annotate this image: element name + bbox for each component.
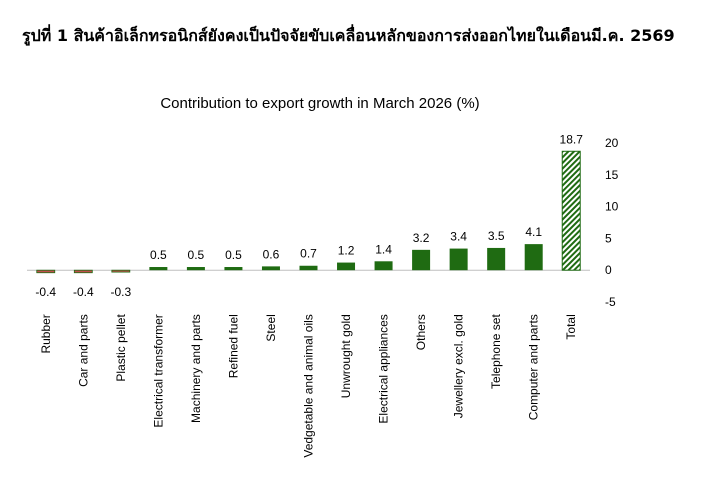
data-label: 3.2: [413, 231, 430, 245]
category-label: Unwrought gold: [339, 314, 353, 398]
category-label: Machinery and parts: [189, 314, 203, 423]
data-label: 0.5: [188, 248, 205, 262]
data-label: 0.6: [263, 247, 280, 261]
y-tick-label: 0: [605, 263, 612, 277]
category-label: Rubber: [39, 314, 53, 353]
y-tick-label: 10: [605, 200, 619, 214]
bar: [449, 248, 468, 271]
y-tick-label: -5: [605, 295, 616, 309]
category-label: Total: [564, 314, 578, 339]
category-label: Vedgetable and animal oils: [302, 314, 316, 457]
data-label: 1.4: [375, 242, 392, 256]
data-label: 1.2: [338, 244, 355, 258]
data-label: 4.1: [525, 225, 542, 239]
bar: [149, 267, 168, 271]
data-label: 0.5: [225, 248, 242, 262]
bar: [186, 267, 205, 271]
bar: [374, 261, 393, 271]
y-tick-label: 15: [605, 168, 619, 182]
data-label: -0.4: [73, 285, 94, 299]
bar: [299, 265, 318, 271]
bar: [73, 269, 93, 274]
bar: [261, 266, 280, 271]
category-label: Car and parts: [76, 314, 90, 387]
chart-title: Contribution to export growth in March 2…: [160, 95, 479, 112]
bar: [224, 267, 243, 271]
bar: [337, 262, 356, 271]
chart-marks: -0.4 Rubber -0.4 Car and parts -0.3 Plastic p…: [27, 132, 619, 458]
bar: [36, 269, 56, 274]
bar-total: [561, 150, 581, 271]
bar: [524, 244, 543, 271]
category-label: Refined fuel: [226, 314, 240, 378]
data-label: 0.7: [300, 247, 317, 261]
y-tick-label: 5: [605, 231, 612, 245]
figure-title: รูปที่ 1 สินค้าอิเล็กทรอนิกส์ยังคงเป็นปั…: [22, 26, 675, 45]
category-label: Others: [414, 314, 428, 350]
bar: [487, 247, 506, 271]
data-label: -0.3: [110, 285, 131, 299]
category-label: Plastic pellet: [114, 314, 128, 382]
category-label: Electrical transformer: [151, 314, 165, 427]
category-label: Electrical appliances: [377, 314, 391, 423]
category-label: Telephone set: [489, 314, 503, 389]
bar: [412, 249, 431, 271]
data-label: 0.5: [150, 248, 167, 262]
category-label: Jewellery excl. gold: [452, 314, 466, 418]
data-label: 3.5: [488, 229, 505, 243]
category-label: Steel: [264, 314, 278, 341]
data-label: 18.7: [560, 132, 584, 146]
data-label: 3.4: [450, 230, 467, 244]
data-label: -0.4: [35, 285, 56, 299]
bar: [111, 269, 131, 273]
category-label: Computer and parts: [527, 314, 541, 420]
y-tick-label: 20: [605, 136, 619, 150]
